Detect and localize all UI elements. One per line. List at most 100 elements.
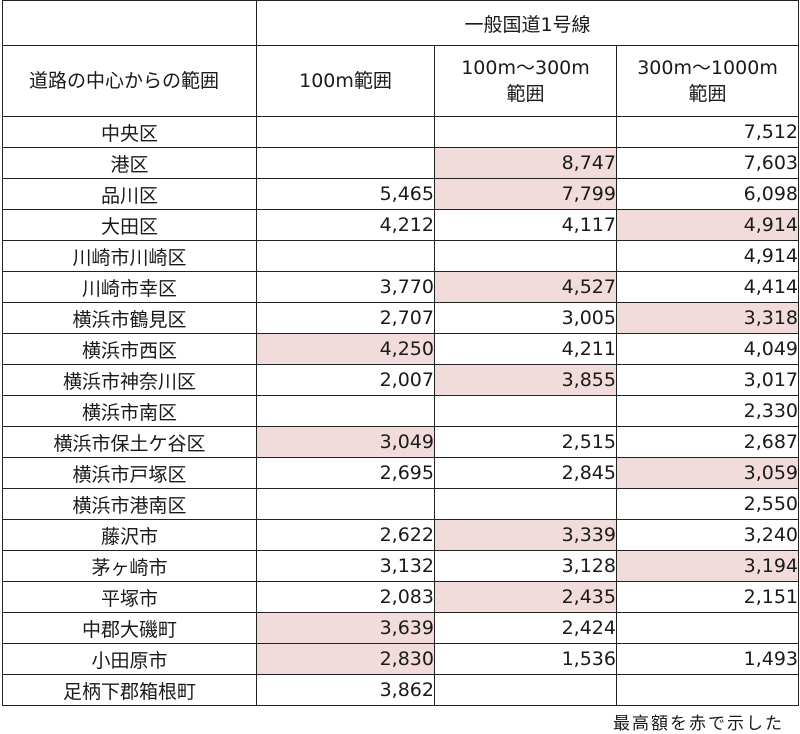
district-name: 横浜市戸塚区 <box>2 457 257 489</box>
price-table: 一般国道1号線 道路の中心からの範囲 100m範囲 100m～300m 範囲 30… <box>2 0 800 706</box>
value-cell: 7,603 <box>615 147 800 179</box>
value-cell: 3,770 <box>256 271 435 303</box>
value-cell: 2,007 <box>256 364 435 396</box>
table-row: 小田原市 2,830 1,536 1,493 <box>2 643 800 675</box>
district-name: 川崎市川崎区 <box>2 240 257 272</box>
value-cell: 1,493 <box>615 643 800 675</box>
value-cell: 1,536 <box>434 643 617 675</box>
corner-label: 道路の中心からの範囲 <box>2 45 257 117</box>
value-cell: 2,330 <box>615 395 800 427</box>
highlighted-value-cell: 2,435 <box>434 581 617 613</box>
district-name: 小田原市 <box>2 643 257 675</box>
value-cell <box>256 147 435 179</box>
district-name: 横浜市保土ケ谷区 <box>2 426 257 458</box>
value-cell <box>256 395 435 427</box>
value-cell <box>434 395 617 427</box>
value-cell: 2,845 <box>434 457 617 489</box>
value-cell <box>615 612 800 644</box>
highlighted-value-cell: 3,639 <box>256 612 435 644</box>
district-name: 港区 <box>2 147 257 179</box>
district-name: 茅ヶ崎市 <box>2 550 257 582</box>
district-name: 品川区 <box>2 178 257 210</box>
empty-corner-cell <box>2 0 257 46</box>
value-cell <box>256 488 435 520</box>
district-name: 横浜市鶴見区 <box>2 302 257 334</box>
value-cell: 2,550 <box>615 488 800 520</box>
value-cell: 2,695 <box>256 457 435 489</box>
value-cell: 5,465 <box>256 178 435 210</box>
column-header-row: 道路の中心からの範囲 100m範囲 100m～300m 範囲 300m～1000m… <box>2 45 800 117</box>
district-name: 大田区 <box>2 209 257 241</box>
value-cell: 4,914 <box>615 240 800 272</box>
table-row: 中央区 7,512 <box>2 116 800 148</box>
value-cell: 2,083 <box>256 581 435 613</box>
highlighted-value-cell: 3,339 <box>434 519 617 551</box>
group-header-row: 一般国道1号線 <box>2 0 800 46</box>
highlighted-value-cell: 8,747 <box>434 147 617 179</box>
column-header: 300m～1000m 範囲 <box>615 45 800 117</box>
value-cell <box>434 488 617 520</box>
group-header: 一般国道1号線 <box>255 0 800 46</box>
highlighted-value-cell: 3,194 <box>615 550 800 582</box>
highlighted-value-cell: 4,914 <box>615 209 800 241</box>
value-cell <box>256 240 435 272</box>
value-cell: 4,049 <box>615 333 800 365</box>
table-row: 足柄下郡箱根町 3,862 <box>2 674 800 706</box>
highlighted-value-cell: 4,527 <box>434 271 617 303</box>
value-cell: 2,151 <box>615 581 800 613</box>
value-cell <box>256 116 435 148</box>
value-cell: 2,707 <box>256 302 435 334</box>
value-cell: 3,240 <box>615 519 800 551</box>
value-cell: 7,512 <box>615 116 800 148</box>
district-name: 藤沢市 <box>2 519 257 551</box>
table-row: 横浜市西区 4,250 4,211 4,049 <box>2 333 800 365</box>
highlighted-value-cell: 3,318 <box>615 302 800 334</box>
table-row: 品川区 5,465 7,799 6,098 <box>2 178 800 210</box>
highlighted-value-cell: 7,799 <box>434 178 617 210</box>
table-row: 茅ヶ崎市 3,132 3,128 3,194 <box>2 550 800 582</box>
value-cell: 2,424 <box>434 612 617 644</box>
highlighted-value-cell: 2,830 <box>256 643 435 675</box>
value-cell <box>434 240 617 272</box>
value-cell: 6,098 <box>615 178 800 210</box>
table-row: 横浜市神奈川区 2,007 3,855 3,017 <box>2 364 800 396</box>
highlighted-value-cell: 3,855 <box>434 364 617 396</box>
table-row: 川崎市幸区 3,770 4,527 4,414 <box>2 271 800 303</box>
value-cell: 4,414 <box>615 271 800 303</box>
value-cell <box>615 674 800 706</box>
table-row: 大田区 4,212 4,117 4,914 <box>2 209 800 241</box>
column-header: 100m～300m 範囲 <box>434 45 617 117</box>
value-cell: 4,117 <box>434 209 617 241</box>
value-cell <box>434 116 617 148</box>
value-cell: 3,128 <box>434 550 617 582</box>
table-row: 藤沢市 2,622 3,339 3,240 <box>2 519 800 551</box>
district-name: 横浜市西区 <box>2 333 257 365</box>
value-cell <box>434 674 617 706</box>
value-cell: 4,212 <box>256 209 435 241</box>
table-row: 横浜市戸塚区 2,695 2,845 3,059 <box>2 457 800 489</box>
table-row: 横浜市鶴見区 2,707 3,005 3,318 <box>2 302 800 334</box>
highlighted-value-cell: 3,049 <box>256 426 435 458</box>
value-cell: 3,862 <box>256 674 435 706</box>
value-cell: 2,515 <box>434 426 617 458</box>
value-cell: 3,132 <box>256 550 435 582</box>
highlighted-value-cell: 4,250 <box>256 333 435 365</box>
district-name: 横浜市南区 <box>2 395 257 427</box>
district-name: 中郡大磯町 <box>2 612 257 644</box>
value-cell: 4,211 <box>434 333 617 365</box>
district-name: 平塚市 <box>2 581 257 613</box>
footnote: 最高額を赤で示した <box>613 714 784 734</box>
table-row: 港区 8,747 7,603 <box>2 147 800 179</box>
table-row: 横浜市港南区 2,550 <box>2 488 800 520</box>
value-cell: 3,005 <box>434 302 617 334</box>
table-body: 中央区 7,512 港区 8,747 7,603 品川区 5,465 7,799 6,098 大田… <box>2 116 800 706</box>
table-row: 横浜市南区 2,330 <box>2 395 800 427</box>
table-row: 中郡大磯町 3,639 2,424 <box>2 612 800 644</box>
district-name: 川崎市幸区 <box>2 271 257 303</box>
district-name: 中央区 <box>2 116 257 148</box>
table-row: 平塚市 2,083 2,435 2,151 <box>2 581 800 613</box>
table-row: 川崎市川崎区 4,914 <box>2 240 800 272</box>
value-cell: 2,687 <box>615 426 800 458</box>
value-cell: 2,622 <box>256 519 435 551</box>
highlighted-value-cell: 3,059 <box>615 457 800 489</box>
